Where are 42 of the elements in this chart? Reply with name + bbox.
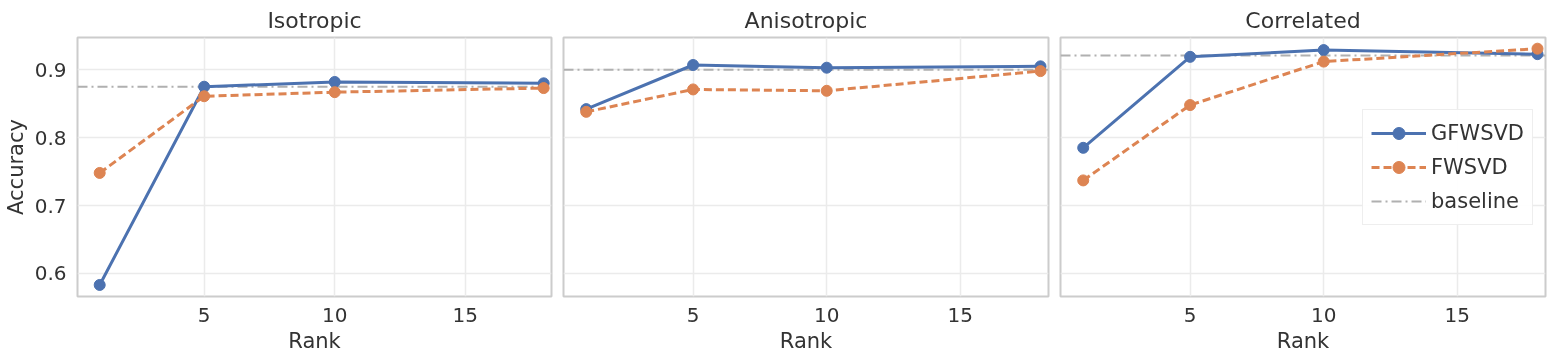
x-tick-label: 15	[452, 302, 479, 327]
point	[198, 80, 211, 93]
point	[687, 83, 700, 96]
x-tick-label: 5	[197, 302, 211, 327]
legend-label: baseline	[1431, 188, 1519, 213]
y-axis-title: Accuracy	[3, 119, 28, 215]
x-tick-label: 10	[322, 302, 348, 327]
chart-title: Anisotropic	[744, 7, 868, 33]
legend-label: GFWSVD	[1431, 120, 1524, 145]
chart-title: Correlated	[1245, 7, 1361, 33]
point	[1077, 141, 1090, 154]
x-tick-label: 5	[1183, 302, 1197, 327]
x-axis-title: Rank	[288, 328, 342, 353]
point	[1077, 174, 1090, 187]
point	[1184, 50, 1197, 63]
x-axis-title: Rank	[779, 328, 834, 353]
point	[1531, 42, 1544, 55]
point	[1317, 55, 1330, 68]
point	[1184, 99, 1197, 112]
point	[1317, 44, 1330, 57]
point	[93, 278, 106, 291]
point	[328, 75, 341, 88]
x-tick-label: 15	[947, 302, 974, 327]
point	[820, 84, 833, 97]
y-tick-label: 0.6	[34, 261, 67, 286]
x-tick-label: 5	[686, 302, 700, 327]
point	[537, 82, 550, 95]
point	[687, 59, 700, 71]
point	[820, 61, 833, 74]
point	[328, 86, 341, 99]
x-axis-title: Rank	[1276, 328, 1331, 353]
point	[1034, 65, 1047, 78]
x-tick-label: 15	[1444, 302, 1471, 327]
chart-title: Isotropic	[267, 7, 362, 33]
y-tick-label: 0.9	[34, 57, 67, 82]
y-tick-label: 0.7	[34, 193, 67, 218]
x-tick-label: 10	[1310, 302, 1337, 327]
point	[93, 166, 106, 179]
legend-label: FWSVD	[1431, 154, 1508, 179]
x-tick-label: 10	[813, 302, 840, 327]
point	[198, 90, 211, 103]
y-tick-label: 0.8	[34, 125, 67, 150]
